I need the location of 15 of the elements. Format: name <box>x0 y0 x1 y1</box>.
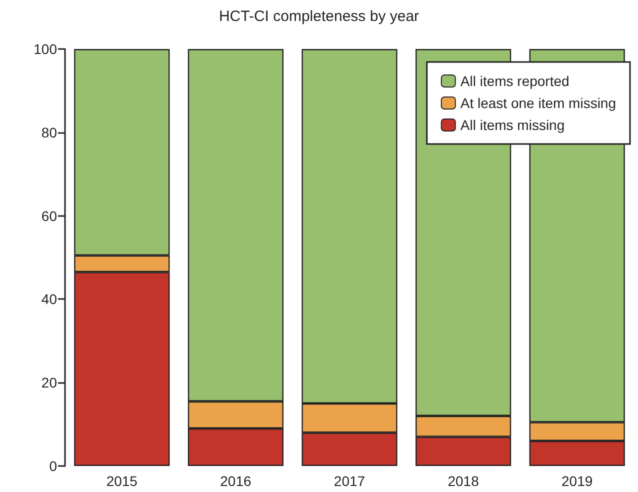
x-tick-label: 2019 <box>562 473 593 489</box>
x-tick-label: 2016 <box>220 473 252 489</box>
y-tick-label: 0 <box>49 458 58 474</box>
x-tick-label: 2018 <box>448 473 480 489</box>
y-tick-label: 40 <box>41 291 58 308</box>
legend-label: At least one item missing <box>460 95 616 111</box>
chart-title: HCT-CI completeness by year <box>218 8 420 25</box>
x-tick-label: 2015 <box>106 473 138 489</box>
legend-label: All items missing <box>460 117 565 133</box>
legend-label: All items reported <box>460 73 570 89</box>
x-tick-label: 2017 <box>334 473 366 489</box>
y-tick-label: 100 <box>34 41 58 57</box>
y-tick-label: 60 <box>41 208 58 224</box>
y-tick-label: 20 <box>41 374 58 391</box>
y-tick-label: 80 <box>41 124 58 140</box>
